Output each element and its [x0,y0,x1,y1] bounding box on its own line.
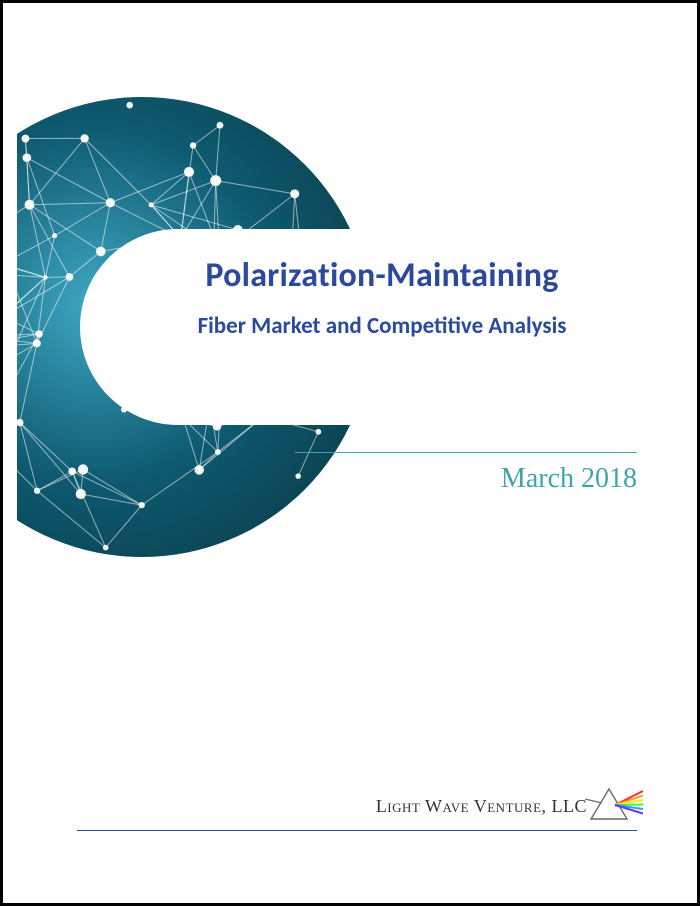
report-date: March 2018 [501,463,637,495]
footer-divider-rule [77,830,637,831]
report-title: Polarization-Maintaining [127,255,637,296]
report-subtitle: Fiber Market and Competitive Analysis [127,312,637,340]
company-name: Light Wave Venture, LLC [376,796,587,817]
report-cover-page: Polarization-Maintaining Fiber Market an… [17,17,683,889]
title-block: Polarization-Maintaining Fiber Market an… [127,255,637,340]
date-divider-rule [295,452,637,453]
prism-logo-icon [585,785,643,829]
